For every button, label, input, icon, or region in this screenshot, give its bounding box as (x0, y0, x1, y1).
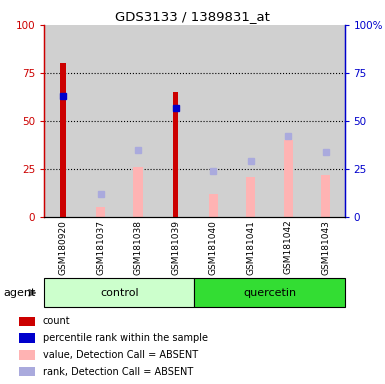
Bar (96, 207, 105, 217)
Bar (321, 175, 330, 217)
Text: percentile rank within the sample: percentile rank within the sample (43, 333, 208, 343)
Text: GDS3133 / 1389831_at: GDS3133 / 1389831_at (115, 10, 270, 23)
Bar (19, 367, 35, 376)
Text: count: count (43, 316, 70, 326)
Bar (44, 25, 82, 217)
Text: quercetin: quercetin (243, 288, 296, 298)
Text: value, Detection Call = ABSENT: value, Detection Call = ABSENT (43, 350, 198, 360)
Bar (209, 194, 218, 217)
Bar (44, 278, 194, 307)
Bar (232, 25, 270, 217)
Bar (60, 63, 66, 217)
Text: agent: agent (4, 288, 36, 298)
Bar (284, 140, 293, 217)
Bar (173, 92, 179, 217)
Bar (194, 278, 345, 307)
Bar (246, 177, 255, 217)
Bar (134, 167, 143, 217)
Bar (307, 25, 345, 217)
Bar (157, 25, 194, 217)
Bar (119, 25, 157, 217)
Bar (194, 25, 232, 217)
Bar (19, 350, 35, 360)
Text: control: control (100, 288, 139, 298)
Text: rank, Detection Call = ABSENT: rank, Detection Call = ABSENT (43, 367, 193, 377)
Bar (19, 317, 35, 326)
Bar (82, 25, 119, 217)
Bar (270, 25, 307, 217)
Bar (19, 333, 35, 343)
